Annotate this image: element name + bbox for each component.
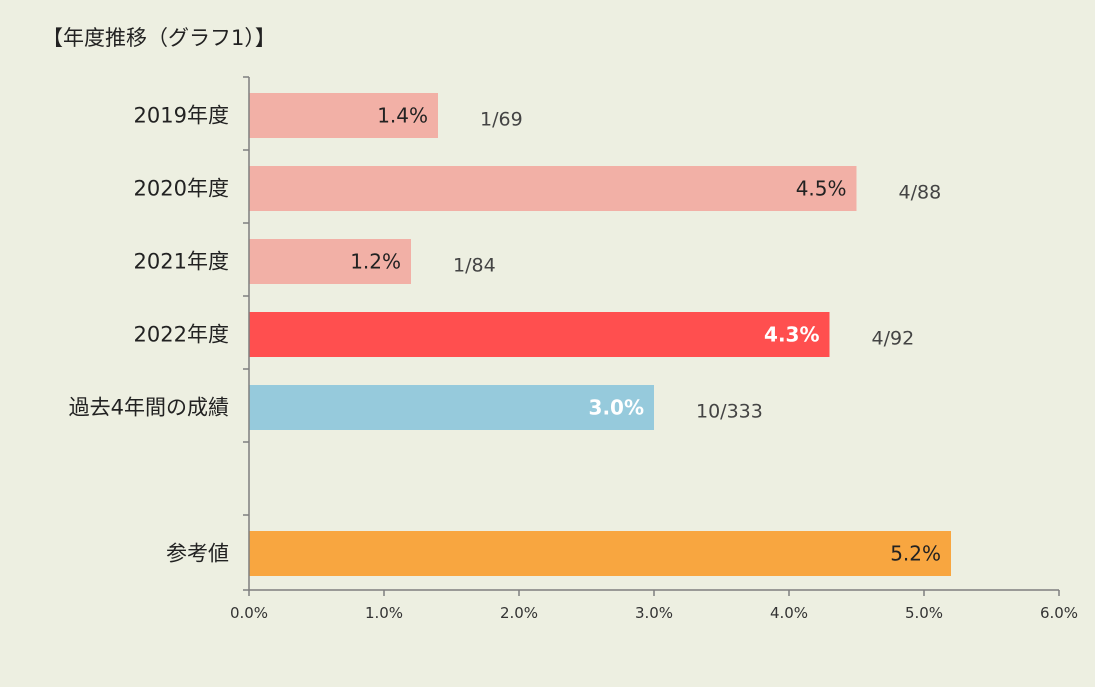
x-tick-label: 5.0% <box>905 604 943 622</box>
bar <box>249 93 438 138</box>
value-label: 3.0% <box>589 396 644 420</box>
category-label: 過去4年間の成績 <box>69 396 229 420</box>
bar-group: 2019年度 1.4% 1/69 <box>134 93 523 138</box>
ratio-label: 10/333 <box>696 401 763 423</box>
bar-group: 参考値 5.2% <box>166 531 951 576</box>
axes: 0.0% 1.0% 2.0% 3.0% 4.0% 5.0% 6.0% <box>230 76 1078 622</box>
bar <box>249 385 654 430</box>
x-tick-label: 4.0% <box>770 604 808 622</box>
bar-group: 過去4年間の成績 3.0% 10/333 <box>69 385 763 430</box>
bar-group: 2021年度 1.2% 1/84 <box>134 239 496 284</box>
x-tick-label: 2.0% <box>500 604 538 622</box>
category-label: 2022年度 <box>134 323 229 347</box>
bar <box>249 312 830 357</box>
bar <box>249 531 951 576</box>
x-tick-label: 3.0% <box>635 604 673 622</box>
ratio-label: 1/69 <box>480 109 523 131</box>
bar <box>249 239 411 284</box>
category-label: 2020年度 <box>134 177 229 201</box>
bar-group: 2020年度 4.5% 4/88 <box>134 166 942 211</box>
bar <box>249 166 857 211</box>
x-tick-label: 1.0% <box>365 604 403 622</box>
category-label: 2021年度 <box>134 250 229 274</box>
bar-group: 2022年度 4.3% 4/92 <box>134 312 915 357</box>
x-tick-label: 0.0% <box>230 604 268 622</box>
value-label: 1.2% <box>350 250 401 274</box>
ratio-label: 4/92 <box>872 328 915 350</box>
chart-title: 【年度推移（グラフ1）】 <box>42 26 276 50</box>
value-label: 4.3% <box>764 323 819 347</box>
ratio-label: 1/84 <box>453 255 496 277</box>
category-label: 2019年度 <box>134 104 229 128</box>
ratio-label: 4/88 <box>899 182 942 204</box>
x-tick-label: 6.0% <box>1040 604 1078 622</box>
value-label: 4.5% <box>796 177 847 201</box>
value-label: 5.2% <box>890 542 941 566</box>
category-label: 参考値 <box>166 542 229 566</box>
bars-layer: 2019年度 1.4% 1/69 2020年度 4.5% 4/88 2021年度 1.2% 1/… <box>69 93 951 576</box>
value-label: 1.4% <box>377 104 428 128</box>
